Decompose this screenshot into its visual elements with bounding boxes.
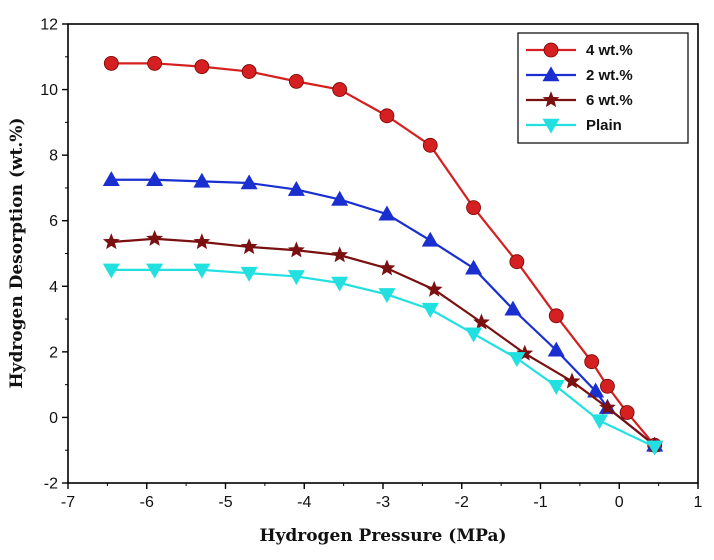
x-tick-label: -3 xyxy=(376,494,390,511)
data-point xyxy=(287,270,305,286)
legend-marker xyxy=(543,42,559,58)
data-point xyxy=(378,288,396,304)
data-point xyxy=(193,172,211,188)
series-3 xyxy=(102,229,664,453)
x-tick-label: 1 xyxy=(694,494,703,511)
data-point xyxy=(646,440,664,456)
legend-item: 4 wt.% xyxy=(526,42,633,59)
data-point xyxy=(146,263,164,279)
data-point xyxy=(422,137,438,153)
data-point xyxy=(465,259,483,275)
data-point xyxy=(548,308,564,324)
legend-marker xyxy=(542,91,560,108)
x-tick-label: -1 xyxy=(533,494,547,511)
data-point xyxy=(332,82,348,97)
data-point xyxy=(591,414,609,430)
legend-label: 4 wt.% xyxy=(586,42,633,59)
data-point xyxy=(240,266,258,282)
data-point xyxy=(240,174,258,190)
legend-marker xyxy=(542,66,560,82)
series-line xyxy=(111,268,656,448)
data-point xyxy=(378,205,396,221)
data-point xyxy=(547,379,565,395)
data-point xyxy=(465,327,483,343)
data-point xyxy=(287,180,305,196)
legend: 4 wt.% 2 wt.% 6 wt.% Plain xyxy=(517,32,689,144)
legend-marker xyxy=(542,118,560,134)
legend-item: 2 wt.% xyxy=(526,66,633,84)
y-tick-label: 10 xyxy=(40,82,58,99)
y-tick-label: 6 xyxy=(49,213,58,230)
data-point xyxy=(331,190,349,206)
data-point xyxy=(509,254,525,270)
x-tick-label: -5 xyxy=(218,494,232,511)
data-point xyxy=(619,405,635,420)
x-axis: -7 -6 -5 -4 -3 -2 -1 0 1 xyxy=(61,483,703,511)
data-point xyxy=(193,233,211,250)
x-tick-label: -2 xyxy=(455,494,469,511)
legend-item: Plain xyxy=(526,117,622,134)
legend-label: 2 wt.% xyxy=(586,67,633,84)
y-tick-label: 12 xyxy=(40,17,58,34)
y-tick-label: 2 xyxy=(49,344,58,361)
y-tick-label: 8 xyxy=(49,148,58,165)
data-point xyxy=(473,313,490,330)
data-point xyxy=(103,55,119,71)
data-point xyxy=(425,280,443,297)
data-point xyxy=(421,231,439,247)
data-point xyxy=(287,241,305,258)
x-axis-title: Hydrogen Pressure (MPa) xyxy=(259,526,506,546)
series-1 xyxy=(103,55,663,453)
data-point xyxy=(147,55,163,71)
data-point xyxy=(240,238,258,255)
data-point xyxy=(194,59,210,75)
x-tick-label: 0 xyxy=(615,494,624,511)
data-point xyxy=(421,302,439,318)
data-point xyxy=(547,341,565,357)
data-point xyxy=(331,276,349,292)
data-point xyxy=(146,229,164,246)
legend-label: Plain xyxy=(586,117,622,134)
data-point xyxy=(102,171,120,187)
data-point xyxy=(102,263,120,279)
x-tick-label: -4 xyxy=(297,494,311,511)
data-point xyxy=(241,64,257,79)
data-point xyxy=(193,263,211,279)
legend-label: 6 wt.% xyxy=(586,92,633,109)
y-tick-label: 4 xyxy=(49,279,58,296)
data-point xyxy=(504,300,522,316)
y-tick-label: 0 xyxy=(49,410,58,427)
data-point xyxy=(146,171,164,187)
series-2 xyxy=(102,171,664,452)
series-layer xyxy=(102,55,664,456)
y-tick-label: -2 xyxy=(44,476,58,493)
data-point xyxy=(466,200,481,216)
data-point xyxy=(587,382,605,398)
data-point xyxy=(288,73,304,89)
data-point xyxy=(599,398,616,415)
series-4 xyxy=(102,263,664,456)
legend-item: 6 wt.% xyxy=(526,91,633,109)
data-point xyxy=(563,372,581,389)
data-point xyxy=(508,352,526,368)
data-point xyxy=(379,108,395,124)
data-point xyxy=(584,354,600,370)
data-point xyxy=(378,259,396,276)
y-axis-title: Hydrogen Desorption (wt.%) xyxy=(7,118,27,389)
data-point xyxy=(600,378,615,394)
data-point xyxy=(102,233,120,250)
x-tick-label: -7 xyxy=(61,494,75,511)
y-axis: -2 0 2 4 6 8 10 12 xyxy=(40,17,68,493)
x-tick-label: -6 xyxy=(140,494,154,511)
data-point xyxy=(331,246,349,263)
series-line xyxy=(111,178,656,447)
